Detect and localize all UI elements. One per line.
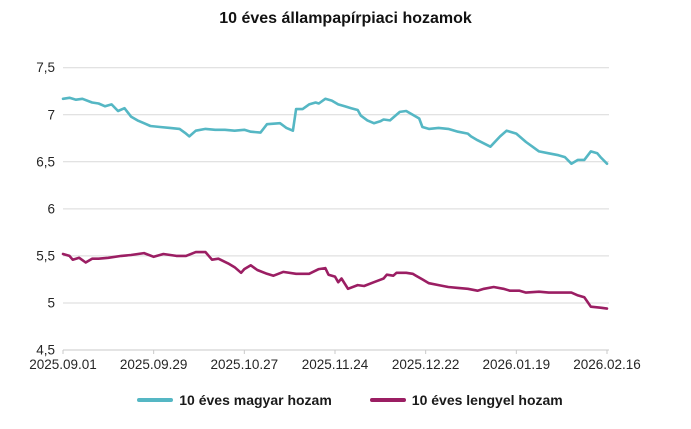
legend-label: 10 éves lengyel hozam: [411, 392, 563, 408]
series-line-magyar: [61, 96, 609, 165]
x-tick-label: 2025.10.27: [211, 357, 279, 372]
chart-legend: 10 éves magyar hozam 10 éves lengyel hoza…: [60, 392, 640, 408]
legend-item-magyar: 10 éves magyar hozam: [137, 392, 332, 408]
x-tick-label: 2025.09.29: [120, 357, 188, 372]
y-tick-label: 6: [47, 201, 55, 216]
x-tick-label: 2026.01.19: [483, 357, 551, 372]
y-tick-label: 5: [47, 295, 55, 310]
x-tick-label: 2025.12.22: [392, 357, 460, 372]
series-line-lengyel: [61, 250, 609, 310]
y-tick-label: 4,5: [36, 343, 55, 358]
legend-label: 10 éves magyar hozam: [179, 392, 332, 408]
x-tick-label: 2026.02.16: [573, 357, 641, 372]
y-tick-label: 7,5: [36, 60, 55, 75]
y-tick-label: 6,5: [36, 154, 55, 169]
y-tick-label: 5,5: [36, 248, 55, 263]
y-tick-label: 7: [47, 107, 55, 122]
x-tick-label: 2025.09.01: [29, 357, 97, 372]
legend-swatch-icon: [137, 398, 174, 402]
chart-title: 10 éves állampapírpiaci hozamok: [219, 10, 472, 27]
legend-item-lengyel: 10 éves lengyel hozam: [369, 392, 563, 408]
x-tick-label: 2025.11.24: [302, 357, 369, 372]
legend-swatch-icon: [369, 398, 406, 402]
